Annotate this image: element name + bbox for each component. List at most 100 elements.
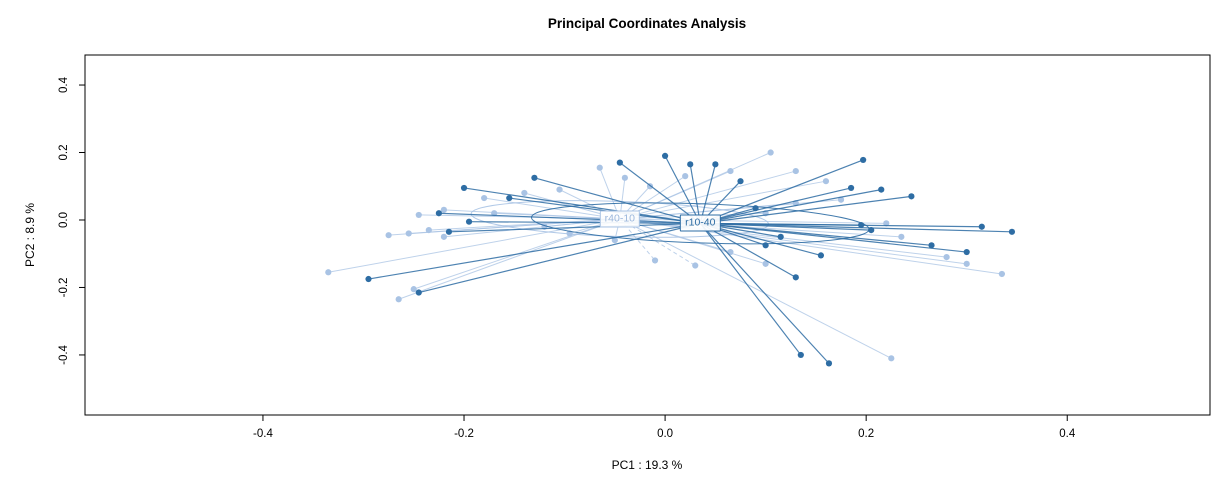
spider-segment-r10-40	[700, 222, 1012, 233]
point-r40-10	[963, 260, 970, 267]
point-r10-40	[858, 221, 865, 229]
spider-segment-r10-40	[689, 164, 701, 224]
plot-border	[84, 54, 1211, 416]
spider-segment-r10-40	[700, 222, 872, 231]
spider-segment-r10-40	[664, 155, 701, 224]
spider-segment-r10-40	[448, 222, 701, 233]
spider-segment-r10-40	[368, 222, 701, 280]
spider-segment-r10-40	[700, 222, 862, 226]
point-r10-40	[687, 161, 694, 168]
point-r40-10	[405, 230, 412, 237]
spider-segment-r10-40	[699, 222, 830, 364]
spider-segment-r40-10	[398, 218, 621, 300]
point-r10-40	[435, 210, 442, 217]
x-tick-label: 0.2	[858, 428, 874, 440]
point-r40-10	[692, 262, 699, 269]
point-r10-40	[712, 161, 719, 168]
point-r10-40	[797, 351, 804, 359]
point-r10-40	[762, 242, 769, 249]
point-r10-40	[878, 186, 885, 193]
spider-segment-r40-10	[619, 152, 771, 220]
point-r40-10	[998, 270, 1005, 278]
point-r10-40	[792, 274, 799, 281]
spider-segment-r10-40	[700, 195, 912, 224]
point-r40-10	[792, 167, 799, 175]
point-r10-40	[616, 159, 623, 166]
point-r10-40	[365, 275, 372, 283]
point-r40-10	[395, 296, 402, 303]
spider-segment-r10-40	[700, 187, 852, 224]
point-r10-40	[928, 242, 935, 249]
spider-segment-r10-40	[534, 177, 701, 224]
y-tick-label: 0.4	[58, 76, 70, 93]
point-r40-10	[621, 174, 628, 181]
point-r10-40	[860, 156, 867, 164]
point-r40-10	[385, 232, 392, 239]
y-axis-label: PC2 : 8.9 %	[23, 202, 37, 268]
spider-segment-r10-40	[619, 162, 701, 224]
y-tick-label: -0.4	[58, 344, 70, 364]
point-r40-10	[727, 248, 734, 256]
y-tick-label: 0.0	[58, 212, 70, 228]
x-tick-label: 0.0	[657, 428, 673, 440]
point-r40-10	[822, 178, 830, 185]
spider-segment-r40-10	[619, 218, 892, 359]
point-r40-10	[898, 233, 905, 240]
point-r40-10	[410, 286, 417, 293]
point-r40-10	[888, 355, 895, 362]
spider-segment-r40-10	[428, 218, 620, 231]
point-r40-10	[651, 257, 659, 264]
spider-segment-r10-40	[699, 164, 716, 224]
centroid-label-r40-10: r40-10	[599, 210, 641, 228]
point-r10-40	[506, 194, 513, 202]
point-r10-40	[737, 178, 744, 185]
spider-segment-r10-40	[418, 222, 701, 294]
y-tick-label: 0.2	[58, 145, 70, 161]
spider-segment-r10-40	[700, 189, 882, 224]
point-r40-10	[883, 220, 890, 227]
spider-segment-r10-40	[700, 159, 864, 224]
spider-segment-r10-40	[700, 222, 822, 256]
spider-segment-r40-10	[494, 212, 620, 220]
point-r40-10	[727, 167, 734, 175]
point-r40-10	[440, 233, 448, 240]
x-tick-label: -0.2	[454, 428, 474, 440]
point-r40-10	[325, 269, 332, 276]
spider-segment-r10-40	[463, 187, 701, 224]
point-r40-10	[596, 164, 603, 171]
point-r40-10	[767, 149, 774, 156]
point-r10-40	[978, 223, 985, 230]
point-r10-40	[1008, 228, 1016, 235]
point-r40-10	[943, 253, 950, 261]
spider-segment-r40-10	[619, 218, 967, 265]
point-r40-10	[425, 227, 432, 234]
point-r40-10	[415, 211, 422, 219]
point-r10-40	[752, 205, 759, 212]
point-r10-40	[825, 360, 833, 367]
point-r40-10	[762, 260, 769, 267]
spider-segment-r10-40	[469, 221, 701, 224]
spider-segment-r10-40	[438, 212, 701, 224]
point-r10-40	[847, 184, 855, 192]
point-r10-40	[661, 152, 669, 159]
x-tick-label: 0.4	[1059, 428, 1076, 440]
point-r40-10	[682, 173, 689, 180]
plot-title: Principal Coordinates Analysis	[547, 16, 747, 31]
y-tick-label: -0.2	[58, 278, 70, 298]
spider-segment-r10-40	[700, 222, 932, 246]
point-r10-40	[445, 228, 453, 235]
x-tick-label: -0.4	[253, 428, 273, 440]
point-r10-40	[415, 289, 422, 296]
spider-segment-r10-40	[699, 222, 802, 356]
point-r10-40	[908, 193, 915, 200]
spider-segment-r40-10	[619, 218, 887, 224]
point-r10-40	[460, 184, 468, 192]
point-r40-10	[481, 194, 488, 202]
point-r10-40	[531, 174, 538, 181]
point-r40-10	[440, 206, 448, 213]
point-r40-10	[521, 189, 528, 197]
spider-segment-r10-40	[699, 222, 797, 278]
point-r40-10	[611, 237, 618, 244]
point-r10-40	[817, 252, 825, 259]
